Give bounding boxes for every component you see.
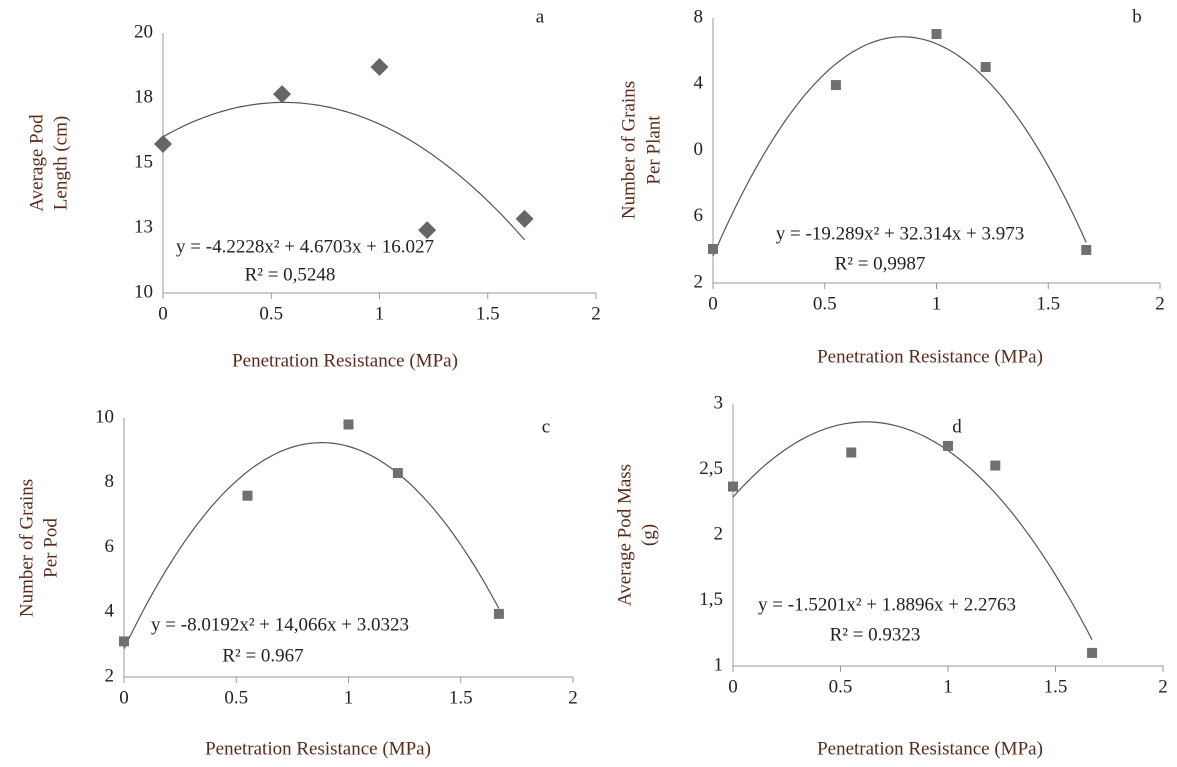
y-axis-label: Average Pod Mass	[614, 464, 635, 606]
y-tick-label: 8	[105, 471, 115, 492]
panel: 1 1,5 2 2,5 3 0 0.5 1 1.5 2 d Penetration Resistanc…	[614, 392, 1167, 759]
y-axis-label: Length (cm)	[50, 116, 71, 210]
y-tick-label: 1	[714, 654, 724, 675]
trendline	[712, 36, 1087, 257]
point	[154, 135, 172, 154]
point	[980, 62, 991, 73]
x-tick-label: 0	[708, 293, 718, 314]
point	[990, 460, 1001, 471]
y-tick-label: 6	[105, 536, 115, 557]
y-tick-label: 1,5	[699, 589, 723, 610]
trendline	[732, 421, 1093, 640]
x-tick-label: 0	[119, 687, 129, 708]
point	[418, 221, 437, 240]
point	[242, 490, 253, 501]
y-axis-label: Average Pod	[26, 114, 47, 212]
y-tick-label: 13	[134, 216, 153, 237]
panel-label: d	[952, 416, 962, 437]
y-axis-label: Number of Grains	[618, 81, 639, 219]
y-tick-label: 3	[714, 392, 724, 413]
x-tick-label: 1.5	[1044, 676, 1068, 697]
x-tick-label: 1.5	[1036, 293, 1060, 314]
y-tick-label: 2	[714, 523, 724, 544]
x-tick-label: 0.5	[259, 303, 283, 324]
equation: y = -1.5201x² + 1.8896x + 2.2763	[758, 594, 1016, 615]
x-tick-label: 1	[344, 687, 354, 708]
trendline	[123, 441, 500, 649]
point	[343, 419, 354, 430]
x-tick-label: 1.5	[449, 687, 473, 708]
x-tick-label: 2	[591, 303, 601, 324]
x-axis-label: Penetration Resistance (MPa)	[817, 738, 1043, 759]
y-tick-label: 20	[134, 21, 153, 42]
y-tick-label: 18	[134, 86, 153, 107]
x-tick-label: 0.5	[224, 687, 248, 708]
trendline	[162, 101, 526, 241]
y-tick-label: 2	[105, 665, 115, 686]
panel: 10 13 15 18 20 0 0.5 1 1.5 2 a Penetration Resistan…	[26, 6, 600, 371]
x-tick-label: 1	[932, 293, 942, 314]
equation: y = -19.289x² + 32.314x + 3.973	[776, 223, 1024, 244]
panel-label: c	[542, 416, 550, 437]
r-squared: R² = 0,5248	[245, 264, 336, 285]
panel: 2 4 6 8 10 0 0.5 1 1.5 2 c Penetration Resistance (…	[16, 406, 577, 759]
y-axis-label: (g)	[638, 524, 659, 546]
x-axis-label: Penetration Resistance (MPa)	[232, 350, 458, 371]
x-axis-label: Penetration Resistance (MPa)	[205, 738, 431, 759]
y-axis-label: Per Plant	[643, 115, 664, 185]
x-tick-label: 0	[158, 303, 168, 324]
y-tick-label: 6	[694, 205, 704, 226]
point	[1081, 245, 1092, 256]
point	[1087, 647, 1098, 658]
point	[931, 29, 942, 40]
point	[493, 608, 504, 619]
point	[370, 58, 389, 77]
x-tick-label: 0.5	[829, 676, 853, 697]
r-squared: R² = 0.9323	[830, 624, 921, 645]
panel-label: b	[1132, 6, 1142, 27]
x-tick-label: 2	[1155, 293, 1165, 314]
point	[728, 481, 738, 492]
equation: y = -8.0192x² + 14,066x + 3.0323	[151, 614, 409, 635]
y-tick-label: 0	[694, 139, 704, 160]
point	[119, 636, 129, 647]
y-axis-label: Per Pod	[40, 518, 61, 578]
panel: 2 6 0 4 8 0 0.5 1 1.5 2 b Penetration Resistance (M…	[618, 6, 1164, 367]
panel-label: a	[536, 6, 545, 27]
y-tick-label: 2	[694, 271, 704, 292]
y-tick-label: 4	[105, 601, 115, 622]
x-tick-label: 1	[943, 676, 953, 697]
point	[392, 468, 403, 479]
y-tick-label: 8	[694, 6, 704, 27]
point	[708, 243, 718, 254]
x-tick-label: 1	[375, 303, 385, 324]
point	[273, 85, 292, 104]
point	[846, 447, 857, 458]
r-squared: R² = 0.967	[222, 645, 303, 666]
y-axis-label: Number of Grains	[16, 479, 37, 617]
y-tick-label: 2,5	[699, 458, 723, 479]
y-tick-label: 10	[134, 281, 153, 302]
point	[943, 440, 953, 451]
y-tick-label: 4	[694, 73, 704, 94]
point	[515, 209, 534, 228]
point	[830, 80, 841, 91]
y-tick-label: 15	[134, 151, 153, 172]
equation: y = -4.2228x² + 4.6703x + 16.027	[176, 236, 434, 257]
x-tick-label: 2	[568, 687, 578, 708]
r-squared: R² = 0,9987	[835, 253, 926, 274]
x-tick-label: 1.5	[476, 303, 500, 324]
x-tick-label: 2	[1158, 676, 1168, 697]
x-tick-label: 0	[728, 676, 738, 697]
x-tick-label: 0.5	[813, 293, 837, 314]
y-tick-label: 10	[95, 406, 114, 427]
x-axis-label: Penetration Resistance (MPa)	[817, 346, 1043, 367]
